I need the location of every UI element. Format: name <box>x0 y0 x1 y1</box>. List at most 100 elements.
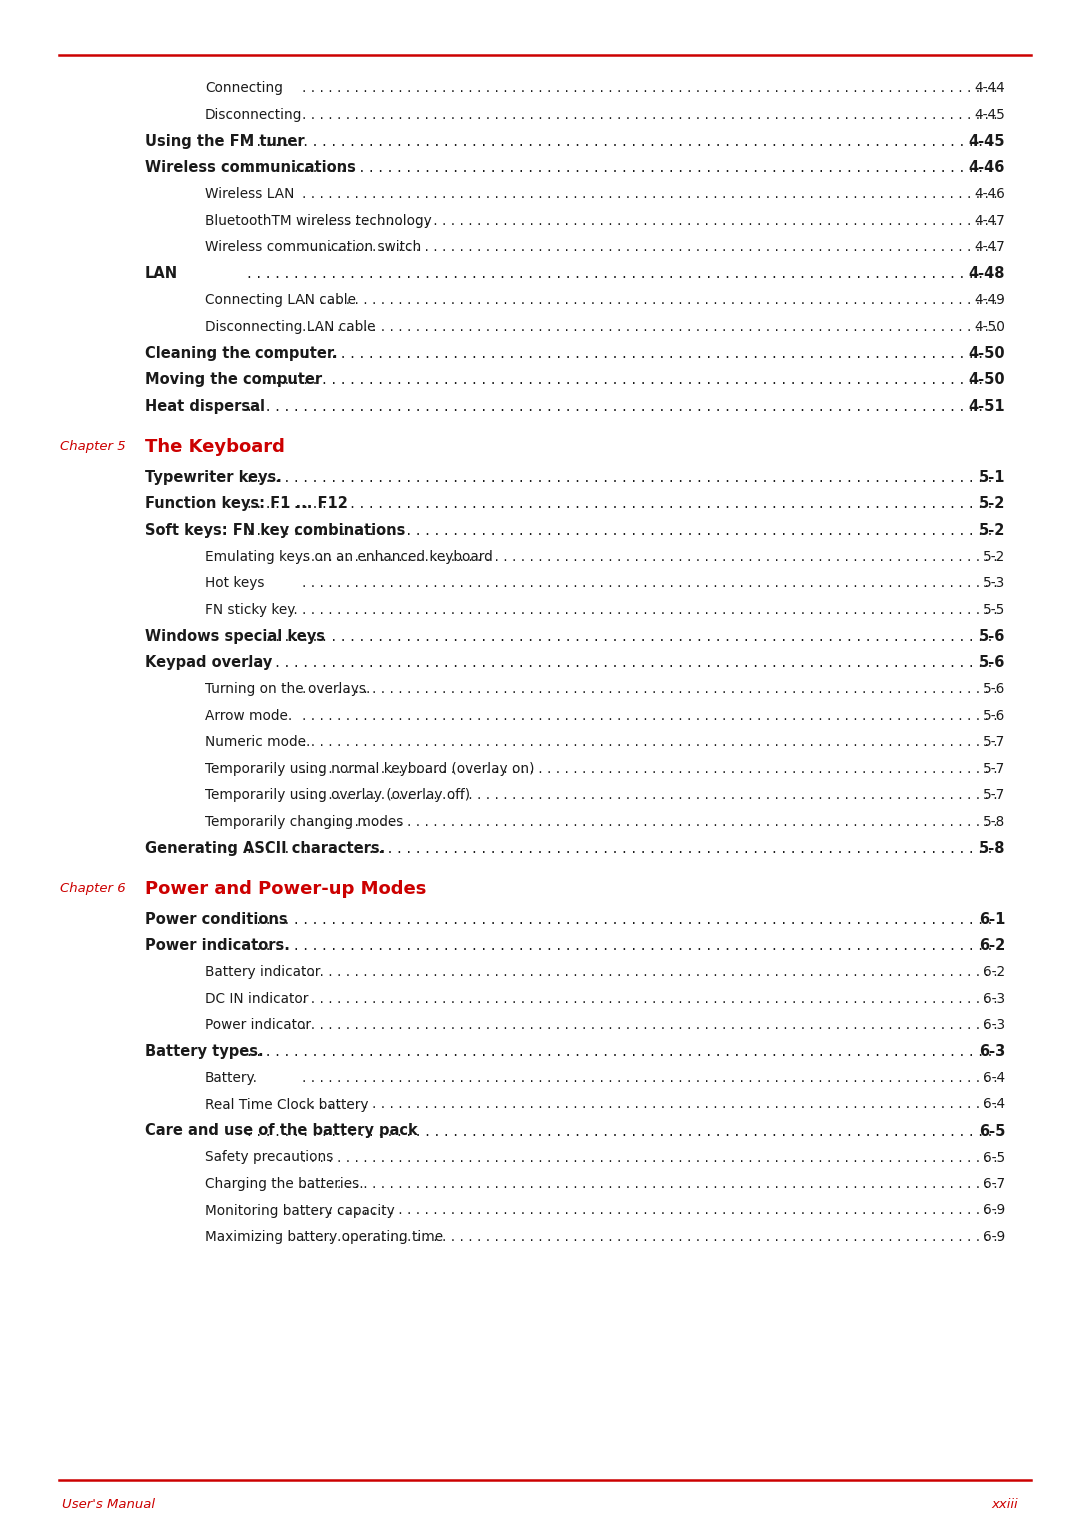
Text: . . . . . . . . . . . . . . . . . . . . . . . . . . . . . . . . . . . . . . . . : . . . . . . . . . . . . . . . . . . . . … <box>247 496 993 511</box>
Text: 4-45: 4-45 <box>969 133 1005 148</box>
Text: 6-3: 6-3 <box>978 1043 1005 1059</box>
Text: Arrow mode.: Arrow mode. <box>205 708 293 722</box>
Text: 6-2: 6-2 <box>978 938 1005 953</box>
Text: 5-6: 5-6 <box>983 682 1005 696</box>
Text: 4-49: 4-49 <box>974 294 1005 308</box>
Text: FN sticky key.: FN sticky key. <box>205 603 298 617</box>
Text: . . . . . . . . . . . . . . . . . . . . . . . . . . . . . . . . . . . . . . . . : . . . . . . . . . . . . . . . . . . . . … <box>302 965 998 979</box>
Text: Battery types.: Battery types. <box>145 1043 264 1059</box>
Text: 6-7: 6-7 <box>983 1177 1005 1190</box>
Text: Care and use of the battery pack: Care and use of the battery pack <box>145 1123 418 1138</box>
Text: Hot keys: Hot keys <box>205 575 265 591</box>
Text: 6-2: 6-2 <box>983 965 1005 979</box>
Text: . . . . . . . . . . . . . . . . . . . . . . . . . . . . . . . . . . . . . . . . : . . . . . . . . . . . . . . . . . . . . … <box>247 161 993 174</box>
Text: 5-3: 5-3 <box>983 575 1005 591</box>
Text: 6-5: 6-5 <box>983 1151 1005 1164</box>
Text: . . . . . . . . . . . . . . . . . . . . . . . . . . . . . . . . . . . . . . . . : . . . . . . . . . . . . . . . . . . . . … <box>247 1123 993 1138</box>
Text: . . . . . . . . . . . . . . . . . . . . . . . . . . . . . . . . . . . . . . . . : . . . . . . . . . . . . . . . . . . . . … <box>302 214 998 228</box>
Text: . . . . . . . . . . . . . . . . . . . . . . . . . . . . . . . . . . . . . . . . : . . . . . . . . . . . . . . . . . . . . … <box>247 1043 993 1059</box>
Text: . . . . . . . . . . . . . . . . . . . . . . . . . . . . . . . . . . . . . . . . : . . . . . . . . . . . . . . . . . . . . … <box>247 655 993 670</box>
Text: Wireless LAN: Wireless LAN <box>205 187 295 200</box>
Text: 5-5: 5-5 <box>983 603 1005 617</box>
Text: Temporarily changing modes: Temporarily changing modes <box>205 814 403 829</box>
Text: 6-3: 6-3 <box>983 1017 1005 1033</box>
Text: . . . . . . . . . . . . . . . . . . . . . . . . . . . . . . . . . . . . . . . . : . . . . . . . . . . . . . . . . . . . . … <box>302 1017 998 1033</box>
Text: . . . . . . . . . . . . . . . . . . . . . . . . . . . . . . . . . . . . . . . . : . . . . . . . . . . . . . . . . . . . . … <box>302 107 998 121</box>
Text: 4-50: 4-50 <box>974 320 1005 334</box>
Text: . . . . . . . . . . . . . . . . . . . . . . . . . . . . . . . . . . . . . . . . : . . . . . . . . . . . . . . . . . . . . … <box>302 682 998 696</box>
Text: The Keyboard: The Keyboard <box>145 438 285 456</box>
Text: 5-2: 5-2 <box>983 549 1005 563</box>
Text: Connecting LAN cable: Connecting LAN cable <box>205 294 356 308</box>
Text: . . . . . . . . . . . . . . . . . . . . . . . . . . . . . . . . . . . . . . . . : . . . . . . . . . . . . . . . . . . . . … <box>302 549 998 563</box>
Text: User's Manual: User's Manual <box>62 1498 156 1512</box>
Text: . . . . . . . . . . . . . . . . . . . . . . . . . . . . . . . . . . . . . . . . : . . . . . . . . . . . . . . . . . . . . … <box>302 1204 998 1218</box>
Text: 4-44: 4-44 <box>974 81 1005 95</box>
Text: Generating ASCII characters.: Generating ASCII characters. <box>145 840 386 855</box>
Text: 4-48: 4-48 <box>969 266 1005 282</box>
Text: 4-50: 4-50 <box>969 346 1005 361</box>
Text: . . . . . . . . . . . . . . . . . . . . . . . . . . . . . . . . . . . . . . . . : . . . . . . . . . . . . . . . . . . . . … <box>302 814 998 829</box>
Text: . . . . . . . . . . . . . . . . . . . . . . . . . . . . . . . . . . . . . . . . : . . . . . . . . . . . . . . . . . . . . … <box>247 629 993 644</box>
Text: Maximizing battery operating time: Maximizing battery operating time <box>205 1230 443 1244</box>
Text: Emulating keys on an enhanced keyboard: Emulating keys on an enhanced keyboard <box>205 549 492 563</box>
Text: Battery indicator: Battery indicator <box>205 965 321 979</box>
Text: Safety precautions: Safety precautions <box>205 1151 334 1164</box>
Text: BluetoothTM wireless technology: BluetoothTM wireless technology <box>205 214 432 228</box>
Text: . . . . . . . . . . . . . . . . . . . . . . . . . . . . . . . . . . . . . . . . : . . . . . . . . . . . . . . . . . . . . … <box>302 991 998 1005</box>
Text: Wireless communication switch: Wireless communication switch <box>205 240 421 254</box>
Text: 4-47: 4-47 <box>974 240 1005 254</box>
Text: 5-6: 5-6 <box>978 629 1005 644</box>
Text: . . . . . . . . . . . . . . . . . . . . . . . . . . . . . . . . . . . . . . . . : . . . . . . . . . . . . . . . . . . . . … <box>247 346 993 361</box>
Text: Disconnecting LAN cable: Disconnecting LAN cable <box>205 320 376 334</box>
Text: 5-8: 5-8 <box>978 840 1005 855</box>
Text: 5-2: 5-2 <box>978 523 1005 537</box>
Text: . . . . . . . . . . . . . . . . . . . . . . . . . . . . . . . . . . . . . . . . : . . . . . . . . . . . . . . . . . . . . … <box>302 187 998 200</box>
Text: DC IN indicator: DC IN indicator <box>205 991 309 1005</box>
Text: 5-7: 5-7 <box>983 762 1005 776</box>
Text: . . . . . . . . . . . . . . . . . . . . . . . . . . . . . . . . . . . . . . . . : . . . . . . . . . . . . . . . . . . . . … <box>302 1097 998 1111</box>
Text: 4-46: 4-46 <box>974 187 1005 200</box>
Text: Power conditions: Power conditions <box>145 912 287 927</box>
Text: . . . . . . . . . . . . . . . . . . . . . . . . . . . . . . . . . . . . . . . . : . . . . . . . . . . . . . . . . . . . . … <box>247 266 993 282</box>
Text: . . . . . . . . . . . . . . . . . . . . . . . . . . . . . . . . . . . . . . . . : . . . . . . . . . . . . . . . . . . . . … <box>302 1177 998 1190</box>
Text: . . . . . . . . . . . . . . . . . . . . . . . . . . . . . . . . . . . . . . . . : . . . . . . . . . . . . . . . . . . . . … <box>302 788 998 802</box>
Text: Charging the batteries.: Charging the batteries. <box>205 1177 364 1190</box>
Text: . . . . . . . . . . . . . . . . . . . . . . . . . . . . . . . . . . . . . . . . : . . . . . . . . . . . . . . . . . . . . … <box>302 320 998 334</box>
Text: 4-50: 4-50 <box>969 372 1005 387</box>
Text: Numeric mode.: Numeric mode. <box>205 734 310 750</box>
Text: Windows special keys: Windows special keys <box>145 629 325 644</box>
Text: . . . . . . . . . . . . . . . . . . . . . . . . . . . . . . . . . . . . . . . . : . . . . . . . . . . . . . . . . . . . . … <box>247 912 993 927</box>
Text: 5-1: 5-1 <box>978 470 1005 485</box>
Text: Chapter 6: Chapter 6 <box>60 881 125 895</box>
Text: 5-2: 5-2 <box>978 496 1005 511</box>
Text: 5-7: 5-7 <box>983 788 1005 802</box>
Text: Battery.: Battery. <box>205 1071 258 1085</box>
Text: Temporarily using overlay (overlay off): Temporarily using overlay (overlay off) <box>205 788 470 802</box>
Text: xxiii: xxiii <box>991 1498 1018 1512</box>
Text: Heat dispersal: Heat dispersal <box>145 398 265 413</box>
Text: LAN: LAN <box>145 266 178 282</box>
Text: . . . . . . . . . . . . . . . . . . . . . . . . . . . . . . . . . . . . . . . . : . . . . . . . . . . . . . . . . . . . . … <box>247 398 993 413</box>
Text: Disconnecting: Disconnecting <box>205 107 302 121</box>
Text: Keypad overlay: Keypad overlay <box>145 655 272 670</box>
Text: 4-51: 4-51 <box>969 398 1005 413</box>
Text: 6-9: 6-9 <box>983 1204 1005 1218</box>
Text: . . . . . . . . . . . . . . . . . . . . . . . . . . . . . . . . . . . . . . . . : . . . . . . . . . . . . . . . . . . . . … <box>302 762 998 776</box>
Text: . . . . . . . . . . . . . . . . . . . . . . . . . . . . . . . . . . . . . . . . : . . . . . . . . . . . . . . . . . . . . … <box>247 372 993 387</box>
Text: . . . . . . . . . . . . . . . . . . . . . . . . . . . . . . . . . . . . . . . . : . . . . . . . . . . . . . . . . . . . . … <box>247 133 993 148</box>
Text: . . . . . . . . . . . . . . . . . . . . . . . . . . . . . . . . . . . . . . . . : . . . . . . . . . . . . . . . . . . . . … <box>302 240 998 254</box>
Text: 6-5: 6-5 <box>978 1123 1005 1138</box>
Text: . . . . . . . . . . . . . . . . . . . . . . . . . . . . . . . . . . . . . . . . : . . . . . . . . . . . . . . . . . . . . … <box>302 575 998 591</box>
Text: Temporarily using normal keyboard (overlay on): Temporarily using normal keyboard (overl… <box>205 762 535 776</box>
Text: Cleaning the computer.: Cleaning the computer. <box>145 346 338 361</box>
Text: 6-9: 6-9 <box>983 1230 1005 1244</box>
Text: . . . . . . . . . . . . . . . . . . . . . . . . . . . . . . . . . . . . . . . . : . . . . . . . . . . . . . . . . . . . . … <box>247 470 993 485</box>
Text: . . . . . . . . . . . . . . . . . . . . . . . . . . . . . . . . . . . . . . . . : . . . . . . . . . . . . . . . . . . . . … <box>247 840 993 855</box>
Text: 6-1: 6-1 <box>978 912 1005 927</box>
Text: 4-45: 4-45 <box>974 107 1005 121</box>
Text: Soft keys: FN key combinations: Soft keys: FN key combinations <box>145 523 405 537</box>
Text: . . . . . . . . . . . . . . . . . . . . . . . . . . . . . . . . . . . . . . . . : . . . . . . . . . . . . . . . . . . . . … <box>247 523 993 537</box>
Text: . . . . . . . . . . . . . . . . . . . . . . . . . . . . . . . . . . . . . . . . : . . . . . . . . . . . . . . . . . . . . … <box>302 1230 998 1244</box>
Text: . . . . . . . . . . . . . . . . . . . . . . . . . . . . . . . . . . . . . . . . : . . . . . . . . . . . . . . . . . . . . … <box>302 1071 998 1085</box>
